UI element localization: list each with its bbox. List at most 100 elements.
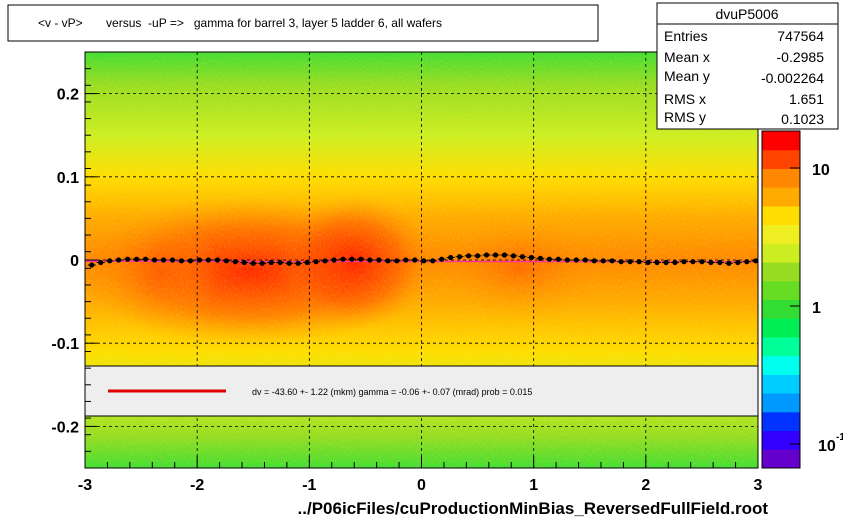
profile-point-2 — [107, 258, 113, 264]
profile-point-60 — [627, 259, 633, 265]
profile-point-47 — [510, 253, 517, 259]
stats-label-mean-y: Mean y — [664, 68, 710, 84]
profile-point-23 — [295, 260, 301, 266]
profile-point-10 — [178, 258, 185, 264]
profile-point-69 — [708, 259, 714, 266]
profile-point-9 — [169, 257, 176, 263]
profile-point-16 — [232, 259, 238, 265]
profile-point-21 — [277, 259, 283, 266]
profile-point-73 — [744, 259, 750, 265]
stats-box: dvuP5006 Entries 747564 Mean x -0.2985 M… — [656, 2, 839, 130]
profile-point-50 — [537, 255, 543, 261]
profile-point-71 — [726, 260, 732, 266]
profile-point-13 — [205, 257, 211, 263]
profile-point-58 — [609, 258, 615, 264]
x-tick-label-6: 3 — [754, 477, 763, 494]
profile-point-46 — [501, 252, 508, 258]
colorbar-cell-17 — [762, 131, 800, 151]
profile-point-18 — [250, 260, 256, 266]
profile-point-66 — [681, 259, 687, 265]
profile-point-26 — [322, 258, 328, 264]
colorbar-cell-12 — [762, 224, 800, 244]
profile-point-42 — [466, 253, 472, 259]
colorbar-cell-11 — [762, 243, 800, 263]
stats-name: dvuP5006 — [715, 6, 778, 22]
profile-point-4 — [125, 256, 131, 262]
profile-point-61 — [636, 259, 642, 265]
profile-point-62 — [645, 259, 651, 266]
colorbar-cell-10 — [762, 262, 800, 282]
chart-title: <v - vP> versus -uP => gamma for barrel … — [38, 16, 442, 30]
profile-point-67 — [690, 259, 696, 265]
colorbar-cell-13 — [762, 205, 800, 226]
profile-point-48 — [519, 254, 526, 260]
title-box: <v - vP> versus -uP => gamma for barrel … — [7, 4, 599, 42]
profile-point-51 — [546, 256, 552, 262]
x-tick-label-2: -1 — [302, 477, 316, 494]
profile-point-6 — [142, 256, 149, 262]
colorbar-cell-3 — [762, 393, 800, 413]
stats-label-entries: Entries — [664, 28, 708, 44]
profile-point-45 — [492, 252, 499, 258]
y-tick-label-4: 0.2 — [57, 87, 79, 104]
profile-point-15 — [223, 258, 229, 264]
profile-point-44 — [483, 252, 490, 258]
profile-point-25 — [313, 259, 319, 265]
profile-point-72 — [735, 259, 741, 266]
profile-point-5 — [133, 256, 140, 262]
y-tick-label-1: -0.1 — [51, 336, 79, 353]
colorbar-cell-15 — [762, 168, 800, 188]
x-tick-label-1: -2 — [190, 477, 204, 494]
axes: -3 -2 -1 0 1 2 3 -0.2 -0.1 0 0.1 0.2 — [51, 51, 763, 494]
profile-point-59 — [618, 259, 624, 265]
stats-value-rms-y: 0.1023 — [781, 111, 824, 127]
colorbar-cell-14 — [762, 187, 800, 207]
colorbar-cell-0 — [762, 449, 800, 469]
profile-point-57 — [600, 258, 606, 264]
y-tick-label-3: 0.1 — [57, 170, 79, 187]
y-tick-label-0: -0.2 — [51, 419, 79, 436]
profile-point-0 — [89, 262, 95, 268]
x-tick-label-4: 1 — [529, 477, 538, 494]
colorbar-cell-7 — [762, 318, 800, 338]
colorbar-cell-8 — [762, 299, 800, 319]
title-frame — [7, 4, 599, 42]
colorbar-cells — [762, 131, 800, 469]
colorbar-label-2: 1 — [812, 300, 821, 317]
stats-value-mean-x: -0.2985 — [777, 49, 825, 65]
profile-points — [87, 252, 758, 268]
profile-point-11 — [187, 258, 194, 264]
profile-point-17 — [241, 259, 247, 266]
profile-point-3 — [116, 257, 122, 263]
profile-point-53 — [564, 257, 570, 263]
x-tick-label-3: 0 — [417, 477, 426, 494]
colorbar-cell-6 — [762, 336, 800, 357]
x-tick-label-5: 2 — [641, 477, 650, 494]
profile-point-63 — [654, 259, 660, 266]
profile-point-31 — [367, 257, 373, 263]
profile-point-29 — [349, 256, 355, 262]
stats-value-rms-x: 1.651 — [789, 91, 824, 107]
colorbar: 10 1 10 -1 — [761, 130, 843, 469]
profile-point-1 — [98, 259, 104, 266]
grid-lines — [85, 52, 758, 468]
profile-point-40 — [448, 254, 454, 261]
profile-point-8 — [160, 257, 167, 263]
profile-point-43 — [474, 253, 481, 259]
profile-point-14 — [214, 257, 220, 263]
profile-point-39 — [439, 256, 445, 262]
colorbar-label-3: 10 — [818, 438, 836, 455]
colorbar-frame — [761, 130, 801, 469]
profile-point-27 — [331, 257, 337, 263]
stats-label-rms-x: RMS x — [664, 91, 706, 107]
y-tick-label-2: 0 — [70, 253, 79, 270]
colorbar-cell-2 — [762, 411, 800, 432]
profile-point-36 — [412, 257, 418, 263]
profile-point-28 — [340, 256, 346, 262]
profile-point-56 — [591, 258, 597, 264]
x-tick-label-0: -3 — [78, 477, 92, 494]
profile-point-65 — [672, 259, 678, 266]
stats-label-mean-x: Mean x — [664, 49, 710, 65]
